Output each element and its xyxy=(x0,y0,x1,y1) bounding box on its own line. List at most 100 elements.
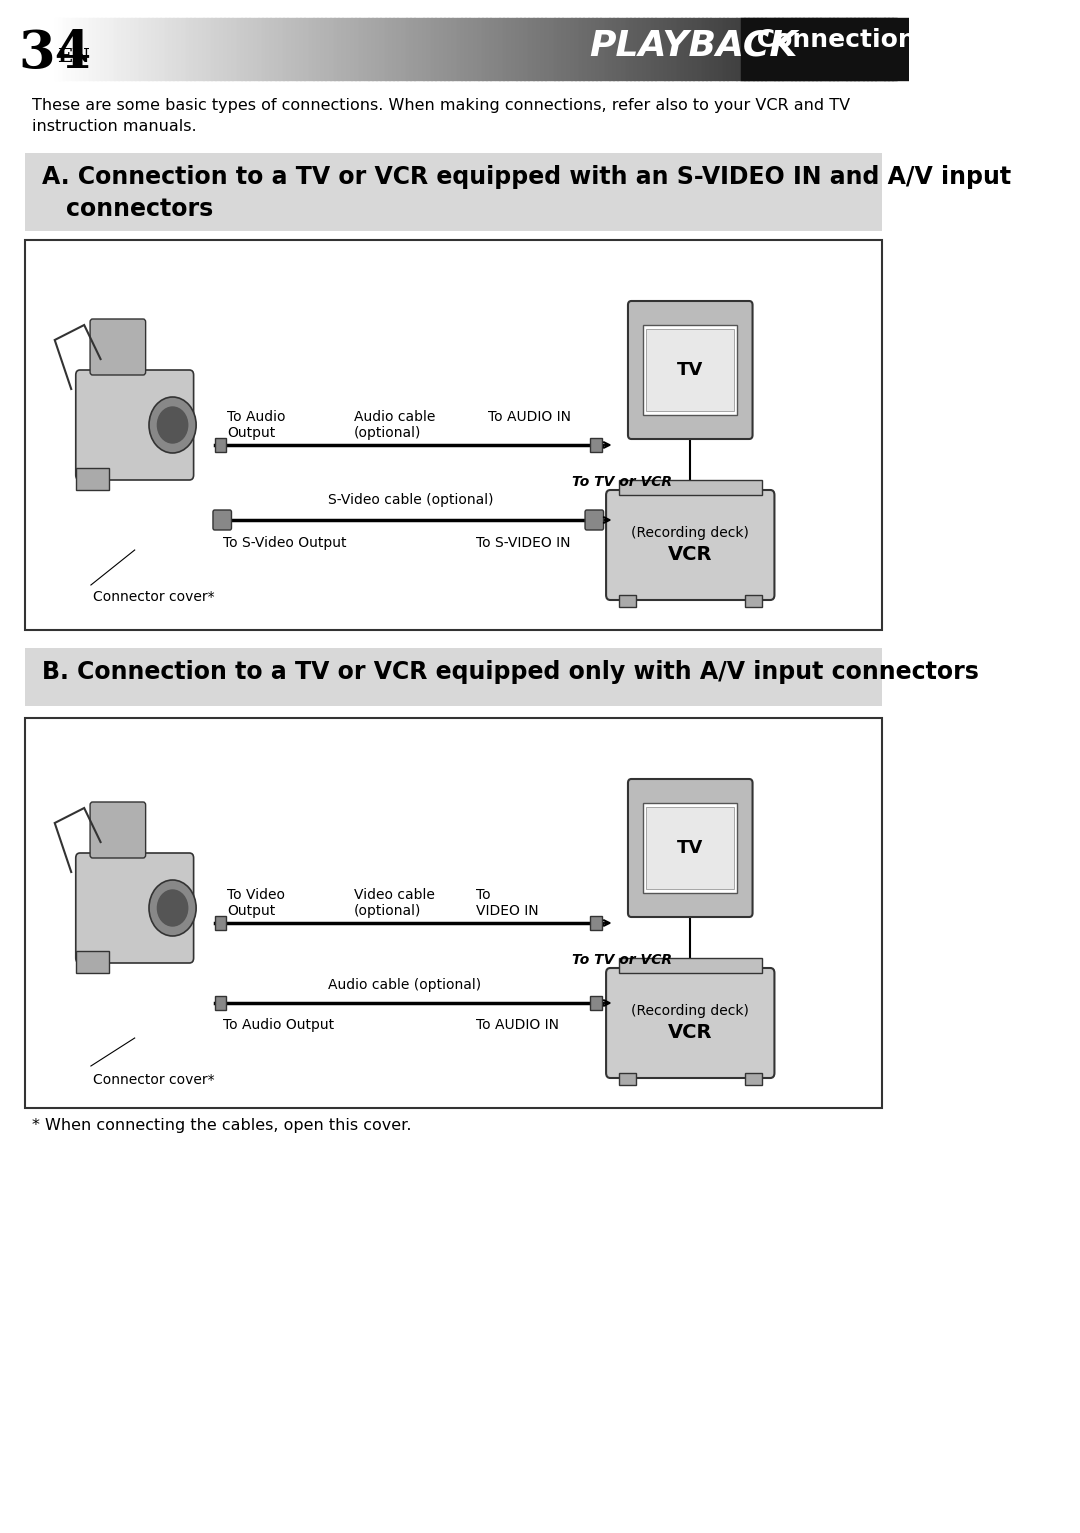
Bar xyxy=(782,18,787,80)
Bar xyxy=(461,18,465,80)
Bar xyxy=(825,18,829,80)
Text: TV: TV xyxy=(677,839,703,857)
Bar xyxy=(393,18,399,80)
Bar xyxy=(482,18,487,80)
Bar xyxy=(630,18,635,80)
Bar xyxy=(131,18,136,80)
Text: (optional): (optional) xyxy=(353,426,421,440)
Bar xyxy=(735,18,741,80)
Bar xyxy=(389,18,394,80)
Text: To TV or VCR: To TV or VCR xyxy=(572,475,673,489)
Text: A. Connection to a TV or VCR equipped with an S-VIDEO IN and A/V input: A. Connection to a TV or VCR equipped wi… xyxy=(42,166,1011,189)
Bar xyxy=(609,18,613,80)
Bar xyxy=(554,18,559,80)
Bar xyxy=(102,18,106,80)
Bar xyxy=(828,18,834,80)
Bar xyxy=(318,18,322,80)
Bar xyxy=(292,18,297,80)
Text: To AUDIO IN: To AUDIO IN xyxy=(475,1018,558,1032)
Bar xyxy=(619,1073,635,1085)
Bar xyxy=(139,18,145,80)
Bar xyxy=(440,18,445,80)
Bar xyxy=(402,18,407,80)
Bar xyxy=(435,18,441,80)
Bar xyxy=(486,18,491,80)
Bar xyxy=(669,18,673,80)
Bar xyxy=(499,18,504,80)
Bar xyxy=(114,18,119,80)
Text: Audio cable (optional): Audio cable (optional) xyxy=(328,978,482,992)
Bar xyxy=(224,18,229,80)
Bar xyxy=(816,18,821,80)
Bar xyxy=(656,18,661,80)
Bar xyxy=(279,18,284,80)
Bar xyxy=(680,18,686,80)
Bar xyxy=(283,18,288,80)
Bar xyxy=(212,18,216,80)
Bar xyxy=(643,18,648,80)
Bar xyxy=(537,18,542,80)
Bar xyxy=(122,18,127,80)
Bar xyxy=(329,18,335,80)
Bar xyxy=(778,18,783,80)
Text: Connector cover*: Connector cover* xyxy=(93,1073,214,1087)
FancyBboxPatch shape xyxy=(213,510,231,530)
Text: * When connecting the cables, open this cover.: * When connecting the cables, open this … xyxy=(32,1118,411,1133)
Text: connectors: connectors xyxy=(66,198,213,221)
Bar xyxy=(126,18,132,80)
Bar xyxy=(300,18,306,80)
Bar xyxy=(76,950,109,973)
Bar xyxy=(25,241,882,630)
Bar xyxy=(744,18,750,80)
Bar xyxy=(274,18,280,80)
Bar xyxy=(892,18,897,80)
Bar xyxy=(477,18,483,80)
Bar xyxy=(541,18,546,80)
FancyBboxPatch shape xyxy=(585,510,604,530)
Bar xyxy=(524,18,529,80)
Bar xyxy=(643,325,738,415)
Bar xyxy=(804,18,809,80)
Circle shape xyxy=(149,880,197,937)
Bar xyxy=(850,18,855,80)
Bar xyxy=(563,18,567,80)
Bar xyxy=(84,18,90,80)
Bar xyxy=(693,18,699,80)
Bar xyxy=(51,18,55,80)
Bar xyxy=(770,18,774,80)
Bar xyxy=(97,18,103,80)
Bar xyxy=(118,18,123,80)
Bar xyxy=(397,18,403,80)
Bar xyxy=(76,468,109,491)
Text: EN: EN xyxy=(57,48,90,66)
Bar xyxy=(415,18,419,80)
Bar xyxy=(558,18,563,80)
Bar xyxy=(186,18,191,80)
Bar xyxy=(625,18,631,80)
Bar xyxy=(80,18,85,80)
Circle shape xyxy=(158,406,188,443)
Bar xyxy=(888,18,893,80)
Bar xyxy=(313,18,318,80)
Text: Connections: Connections xyxy=(747,28,930,52)
Bar xyxy=(702,18,707,80)
Bar xyxy=(724,18,728,80)
Bar xyxy=(207,18,212,80)
Bar xyxy=(647,18,652,80)
Text: To: To xyxy=(475,888,490,901)
Text: B. Connection to a TV or VCR equipped only with A/V input connectors: B. Connection to a TV or VCR equipped on… xyxy=(42,661,978,684)
Bar xyxy=(144,18,149,80)
Bar xyxy=(249,18,255,80)
Bar xyxy=(93,18,98,80)
Text: Output: Output xyxy=(227,904,275,918)
Bar xyxy=(215,438,227,452)
Bar xyxy=(596,18,602,80)
Bar xyxy=(190,18,195,80)
Bar xyxy=(619,480,761,495)
Bar xyxy=(741,18,909,80)
Bar xyxy=(727,18,732,80)
Bar xyxy=(613,18,618,80)
Text: 34: 34 xyxy=(18,28,92,80)
Bar xyxy=(67,18,72,80)
Text: PLAYBACK: PLAYBACK xyxy=(590,28,798,61)
